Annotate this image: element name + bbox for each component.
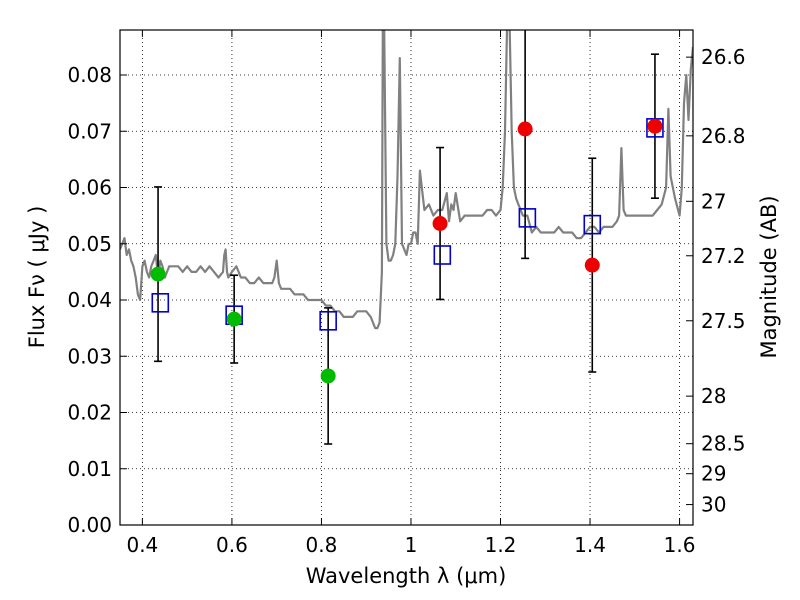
magnitude-tick-label: 28 xyxy=(701,384,726,408)
observed-flux-point xyxy=(432,216,448,231)
observed-flux-point xyxy=(150,266,166,282)
data-layer xyxy=(120,30,693,445)
magnitude-tick-label: 29 xyxy=(701,462,726,486)
magnitude-tick-label: 26.8 xyxy=(701,124,746,148)
model-photometry-square xyxy=(583,214,602,235)
x-tick-label: 1.6 xyxy=(664,533,696,557)
x-tick-label: 0.8 xyxy=(306,533,338,557)
model-photometry-square xyxy=(319,311,337,331)
observed-flux-point xyxy=(584,257,600,273)
magnitude-tick-label: 27 xyxy=(701,189,726,213)
plot-frame xyxy=(119,29,694,526)
y-tick-label: 0.05 xyxy=(67,232,112,256)
spectrum-line xyxy=(120,30,693,330)
x-tick-label: 0.6 xyxy=(216,533,248,557)
y-tick-label: 0.04 xyxy=(67,288,112,312)
x-tick-label: 1.2 xyxy=(485,533,517,557)
y-tick-label: 0.08 xyxy=(67,63,112,87)
x-tick-label: 0.4 xyxy=(126,533,158,557)
y-tick-label: 0.03 xyxy=(67,344,112,368)
y-tick-label: 0.02 xyxy=(67,401,112,425)
observed-flux-point xyxy=(320,368,336,384)
y-tick-label: 0.00 xyxy=(67,513,112,537)
x-tick-label: 1.4 xyxy=(574,533,606,557)
model-photometry-square xyxy=(151,293,170,313)
y-axis-ticks: 0.00 0.01 0.02 0.03 0.04 0.05 0.06 0.07 0.08 xyxy=(67,63,127,537)
magnitude-tick-label: 27.5 xyxy=(701,309,746,333)
y-tick-label: 0.07 xyxy=(67,119,112,143)
magnitude-tick-label: 26.6 xyxy=(701,45,746,69)
x-axis-ticks: 0.4 0.6 0.8 1 1.2 1.4 1.6 xyxy=(126,30,695,557)
magnitude-tick-label: 28.5 xyxy=(701,432,746,456)
y-axis-label: Flux Fν ( μJy ) xyxy=(25,206,49,349)
observed-flux-point xyxy=(226,311,242,327)
y-tick-label: 0.01 xyxy=(67,457,112,481)
y2-axis-label: Magnitude (AB) xyxy=(757,195,781,358)
model-photometry-square xyxy=(433,245,452,265)
observed-flux-point xyxy=(647,118,663,134)
magnitude-tick-label: 30 xyxy=(701,493,726,517)
y-tick-label: 0.06 xyxy=(67,176,112,200)
grid-lines xyxy=(120,30,693,526)
x-axis-label: Wavelength λ (μm) xyxy=(306,564,507,588)
observed-flux-point xyxy=(517,121,533,137)
magnitude-tick-label: 27.2 xyxy=(701,244,746,268)
model-photometry-square xyxy=(518,208,537,228)
x-tick-label: 1 xyxy=(405,533,418,557)
magnitude-axis-ticks: 26.6 26.8 27 27.2 27.5 28 28.5 29 30 xyxy=(686,45,746,517)
